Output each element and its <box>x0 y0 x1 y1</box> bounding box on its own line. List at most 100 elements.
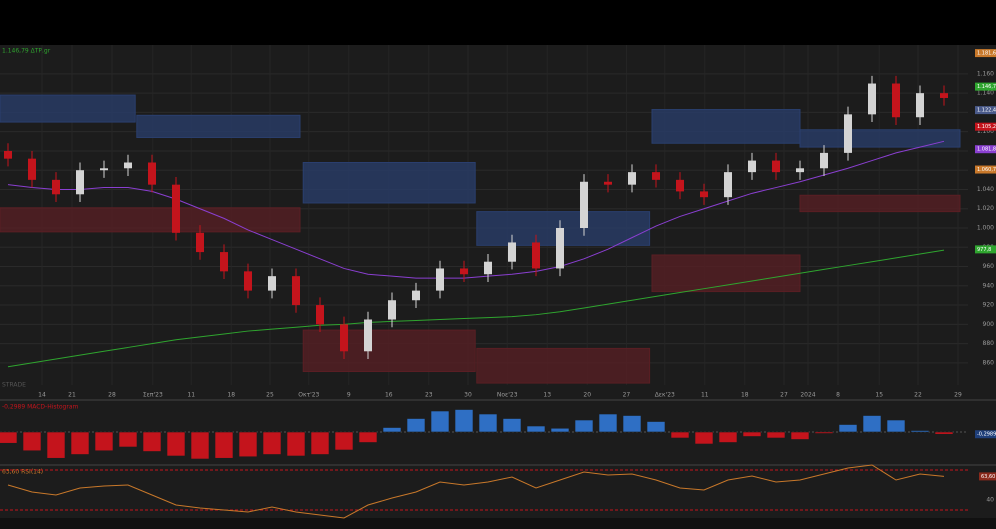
y-tick-label: 920 <box>983 302 995 309</box>
zone <box>0 207 301 233</box>
x-tick-label: 27 <box>623 392 631 399</box>
histogram-bar <box>670 431 690 439</box>
y-tick-label: 1.000 <box>977 225 994 232</box>
zone <box>799 194 961 213</box>
x-tick-label: 29 <box>954 392 962 399</box>
y-tick-label: 960 <box>983 263 995 270</box>
candle-body <box>820 152 828 169</box>
candle-body <box>268 276 276 291</box>
price-tag-label: 1.060,7 <box>977 167 996 173</box>
value-tag <box>979 472 996 481</box>
candle-body <box>508 242 516 262</box>
x-tick-label: 30 <box>464 392 472 399</box>
candle-body <box>316 305 324 325</box>
histogram-bar <box>46 431 66 459</box>
toolbar <box>0 518 996 529</box>
histogram-bar <box>478 413 498 433</box>
x-tick-label: 2024 <box>800 392 815 399</box>
candle-body <box>868 83 876 115</box>
candle-body <box>292 276 300 306</box>
histogram-bar <box>550 427 570 433</box>
histogram-bar <box>910 430 930 433</box>
candle-body <box>4 150 12 159</box>
histogram-bar <box>22 431 42 452</box>
histogram-bar <box>142 431 162 452</box>
histogram-bar <box>718 431 738 443</box>
y-tick-label: 1.020 <box>977 205 994 212</box>
histogram-bar <box>166 431 186 457</box>
candle-body <box>532 242 540 269</box>
candle-body <box>244 271 252 291</box>
histogram-bar <box>646 421 666 433</box>
candle-body <box>28 158 36 180</box>
price-tag <box>975 145 996 154</box>
y-tick-label: 1.140 <box>977 90 994 97</box>
x-tick-label: 9 <box>347 392 351 399</box>
x-tick-label: 18 <box>227 392 235 399</box>
x-tick-label: 28 <box>108 392 116 399</box>
y-tick-label: 40 <box>986 497 994 504</box>
candle-body <box>916 93 924 118</box>
price-tag-label: 977,8 <box>977 247 991 253</box>
zone <box>136 114 301 138</box>
histogram-bar <box>358 431 378 443</box>
histogram-bar <box>70 431 90 455</box>
candle-body <box>76 170 84 195</box>
x-tick-label: 21 <box>68 392 76 399</box>
histogram-bar <box>742 431 762 437</box>
price-tag-label: 1.146,79 <box>977 84 996 90</box>
x-tick-label: Νοε'23 <box>497 392 518 399</box>
candle-body <box>412 290 420 301</box>
candle-body <box>844 114 852 153</box>
candle-body <box>796 168 804 173</box>
histogram-bar <box>118 431 138 448</box>
x-tick-label: 13 <box>543 392 551 399</box>
x-tick-label: 11 <box>187 392 195 399</box>
candle-body <box>220 252 228 272</box>
candle-body <box>724 172 732 198</box>
x-tick-label: 15 <box>875 392 883 399</box>
zone <box>302 329 476 373</box>
moving-average <box>7 249 945 368</box>
y-tick-label: 900 <box>983 321 995 328</box>
candle-body <box>340 324 348 352</box>
histogram-bar <box>502 418 522 433</box>
candle-body <box>676 179 684 192</box>
histogram-bar <box>382 427 402 433</box>
candle-body <box>628 172 636 185</box>
candle-body <box>100 168 108 171</box>
histogram-bar <box>0 431 18 444</box>
price-tag <box>975 106 996 115</box>
zone <box>651 254 801 293</box>
zone <box>476 347 651 384</box>
y-tick-label: 1.100 <box>977 128 994 135</box>
candle-body <box>460 268 468 275</box>
histogram-bar <box>814 431 834 434</box>
moving-average <box>7 140 945 279</box>
candle-body <box>892 83 900 118</box>
histogram-bar <box>430 410 450 433</box>
candle-body <box>580 181 588 229</box>
top-bar <box>0 0 996 45</box>
x-tick-label: Οκτ'23 <box>298 392 319 399</box>
x-tick-label: 11 <box>701 392 709 399</box>
histogram-bar <box>694 431 714 445</box>
zone <box>302 162 476 204</box>
price-tag <box>975 245 996 254</box>
rsi-line <box>7 464 945 519</box>
histogram-bar <box>598 413 618 433</box>
candle-body <box>364 319 372 352</box>
histogram-bar <box>334 431 354 451</box>
histogram-bar <box>790 431 810 440</box>
macd-title: -0,2989 MACD-Histogram <box>2 404 78 411</box>
y-tick-label: 860 <box>983 359 995 366</box>
value-tag-label: -0,2989 <box>977 432 996 438</box>
histogram-bar <box>574 419 594 433</box>
candle-body <box>748 160 756 173</box>
y-tick-label: 880 <box>983 340 995 347</box>
x-tick-label: Σεπ'23 <box>143 392 163 399</box>
histogram-bar <box>286 431 306 457</box>
x-tick-label: 8 <box>836 392 840 399</box>
y-tick-label: 1.040 <box>977 186 994 193</box>
